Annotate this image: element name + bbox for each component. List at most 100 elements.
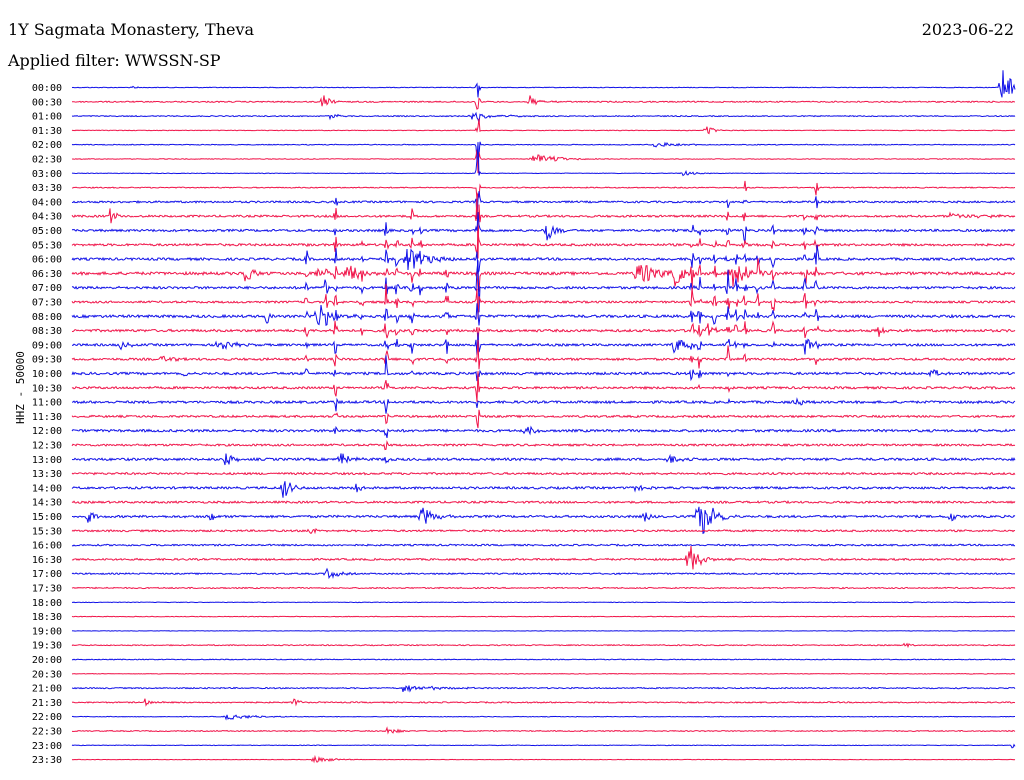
trace-row xyxy=(71,142,1016,177)
station-title: 1Y Sagmata Monastery, Theva xyxy=(8,20,255,39)
trace-row xyxy=(71,371,1016,402)
trace-row xyxy=(71,685,1016,693)
row-label: 17:00 xyxy=(32,569,62,580)
trace-row xyxy=(71,118,1016,135)
row-label: 23:00 xyxy=(32,741,62,752)
row-label: 14:00 xyxy=(32,483,62,494)
trace-row xyxy=(71,615,1016,618)
date-label: 2023-06-22 xyxy=(921,20,1014,39)
row-label: 15:30 xyxy=(32,526,62,537)
trace-row xyxy=(71,601,1016,604)
row-label: 18:00 xyxy=(32,598,62,609)
trace-row xyxy=(71,453,1016,466)
trace-row xyxy=(71,409,1016,429)
row-label: 08:00 xyxy=(32,312,62,323)
row-label: 18:30 xyxy=(32,612,62,623)
trace-row xyxy=(71,232,1016,254)
row-label: 17:30 xyxy=(32,584,62,595)
row-label: 10:00 xyxy=(32,369,62,380)
row-label: 15:00 xyxy=(32,512,62,523)
trace-row xyxy=(71,567,1016,580)
trace-row xyxy=(71,543,1016,547)
trace-row xyxy=(71,149,1016,174)
row-label: 07:00 xyxy=(32,283,62,294)
row-label: 03:00 xyxy=(32,169,62,180)
trace-row xyxy=(71,141,1016,162)
row-label: 01:00 xyxy=(32,112,62,123)
row-label: 16:00 xyxy=(32,541,62,552)
row-label: 23:30 xyxy=(32,755,62,766)
trace-row xyxy=(71,528,1016,535)
trace-row xyxy=(71,191,1016,220)
trace-row xyxy=(71,180,1016,199)
trace-row xyxy=(71,244,1015,275)
trace-row xyxy=(71,500,1016,505)
trace-row xyxy=(71,471,1016,476)
row-label: 13:30 xyxy=(32,469,62,480)
trace-row xyxy=(71,714,1015,721)
row-label: 00:00 xyxy=(32,83,62,94)
row-label: 19:00 xyxy=(32,626,62,637)
row-label: 11:30 xyxy=(32,412,62,423)
row-label: 07:30 xyxy=(32,298,62,309)
trace-row xyxy=(71,698,1016,707)
row-label: 09:30 xyxy=(32,355,62,366)
row-label: 20:30 xyxy=(32,669,62,680)
row-label: 14:30 xyxy=(32,498,62,509)
trace-row xyxy=(71,658,1016,661)
trace-row xyxy=(71,258,1015,292)
row-label: 02:00 xyxy=(32,140,62,151)
filter-label: Applied filter: WWSSN-SP xyxy=(8,51,221,70)
trace-row xyxy=(71,545,1016,570)
trace-row xyxy=(71,481,1016,498)
trace-row xyxy=(71,355,1015,382)
row-label: 08:30 xyxy=(32,326,62,337)
trace-row xyxy=(71,332,1016,356)
trace-row xyxy=(71,320,1016,343)
trace-row xyxy=(71,439,1016,451)
trace-row xyxy=(71,425,1016,439)
row-label: 16:30 xyxy=(32,555,62,566)
row-label: 11:00 xyxy=(32,398,62,409)
row-label: 10:30 xyxy=(32,383,62,394)
trace-row xyxy=(72,506,1016,535)
trace-row xyxy=(71,397,1016,414)
row-label: 09:00 xyxy=(32,340,62,351)
trace-row xyxy=(71,642,1016,649)
row-label: 02:30 xyxy=(32,155,62,166)
row-label: 00:30 xyxy=(32,97,62,108)
trace-row xyxy=(72,95,1015,110)
row-label: 05:00 xyxy=(32,226,62,237)
row-label: 04:30 xyxy=(32,212,62,223)
row-label: 12:00 xyxy=(32,426,62,437)
trace-row xyxy=(71,726,1016,735)
trace-row xyxy=(71,339,1016,370)
row-labels: 00:00 00:30 01:00 01:30 02:00 02:30 03:00 03:30… xyxy=(32,83,62,766)
row-label: 06:00 xyxy=(32,255,62,266)
row-label: 05:30 xyxy=(32,240,62,251)
trace-row xyxy=(71,303,1016,326)
row-label: 21:00 xyxy=(32,684,62,695)
trace-row xyxy=(71,70,1016,98)
trace-row xyxy=(71,586,1016,590)
row-label: 13:00 xyxy=(32,455,62,466)
seismic-traces xyxy=(71,70,1016,764)
row-label: 21:30 xyxy=(32,698,62,709)
row-label: 04:00 xyxy=(32,197,62,208)
trace-row xyxy=(71,260,1016,313)
row-label: 22:00 xyxy=(32,712,62,723)
trace-row xyxy=(71,192,1016,259)
trace-row xyxy=(71,212,1016,243)
row-label: 12:30 xyxy=(32,441,62,452)
trace-row xyxy=(71,754,1016,764)
row-label: 01:30 xyxy=(32,126,62,137)
row-label: 06:30 xyxy=(32,269,62,280)
trace-row xyxy=(71,672,1016,675)
row-label: 19:30 xyxy=(32,641,62,652)
row-label: 22:30 xyxy=(32,727,62,738)
row-label: 03:30 xyxy=(32,183,62,194)
trace-row xyxy=(71,283,1016,319)
trace-row xyxy=(71,743,1016,749)
trace-row xyxy=(71,111,1016,124)
